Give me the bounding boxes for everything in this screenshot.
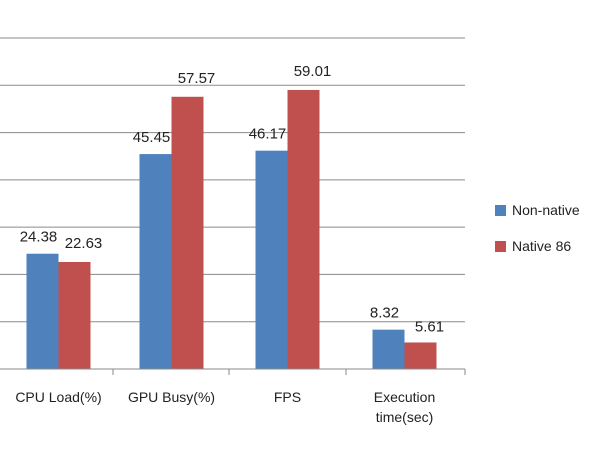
data-label: 59.01	[294, 63, 332, 80]
x-tick-label: GPU Busy(%)	[128, 389, 215, 405]
bar	[171, 96, 204, 369]
data-label: 45.45	[133, 129, 171, 146]
data-label: 8.32	[370, 305, 399, 322]
x-tick-label: time(sec)	[376, 409, 434, 425]
legend-label: Non-native	[512, 202, 580, 218]
x-axis: CPU Load(%) GPU Busy(%) FPS Execution time(s…	[0, 368, 466, 425]
x-tick-label: FPS	[274, 389, 301, 405]
legend-swatch	[495, 205, 506, 216]
bar	[139, 154, 172, 369]
data-labels: 24.38 22.63 45.45 57.57 46.17 59.01 8.32 5.61	[20, 63, 444, 336]
legend: Non-native Native 86	[495, 202, 580, 254]
x-tick-label: CPU Load(%)	[15, 389, 101, 405]
bar	[287, 89, 320, 369]
data-label: 5.61	[415, 318, 444, 335]
bar	[26, 253, 59, 369]
data-label: 57.57	[178, 70, 216, 87]
bar	[255, 150, 288, 369]
bar	[58, 261, 91, 369]
x-tick-label: Execution	[374, 389, 435, 405]
bars	[26, 89, 437, 369]
legend-swatch	[495, 241, 506, 252]
legend-label: Native 86	[512, 238, 571, 254]
bar	[372, 329, 405, 369]
data-label: 24.38	[20, 229, 58, 246]
bar	[404, 342, 437, 369]
data-label: 22.63	[65, 235, 103, 252]
data-label: 46.17	[249, 126, 287, 143]
